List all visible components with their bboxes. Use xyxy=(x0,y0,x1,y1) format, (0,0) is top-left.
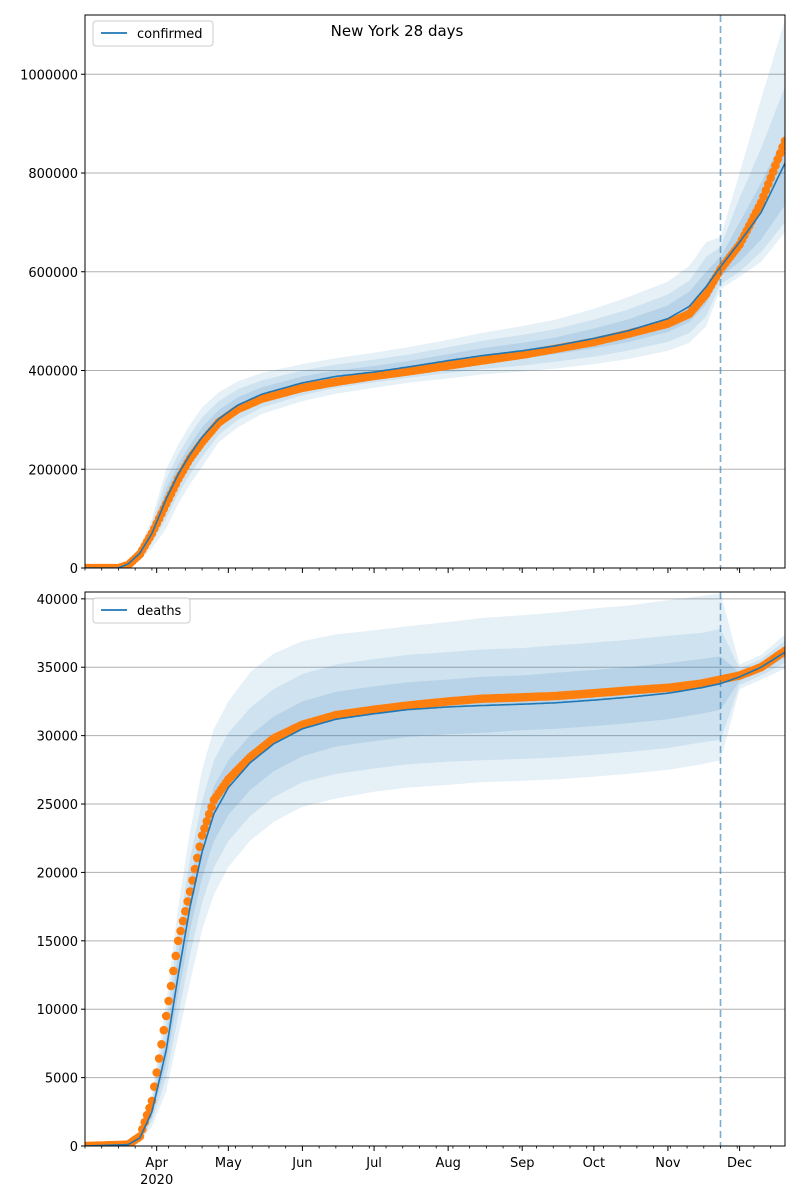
observed-point xyxy=(173,936,183,946)
y-tick-label: 10000 xyxy=(37,1003,78,1018)
prediction-band-middle xyxy=(85,628,785,1146)
y-tick-label: 40000 xyxy=(37,593,78,608)
figure-title: New York 28 days xyxy=(331,22,464,40)
y-tick-label: 25000 xyxy=(37,798,78,813)
y-tick-label: 15000 xyxy=(37,935,78,950)
x-tick-label: Jul xyxy=(365,1156,382,1171)
x-tick-label: May xyxy=(215,1156,242,1171)
observed-point xyxy=(204,809,214,819)
observed-point xyxy=(154,1054,164,1063)
legend-label: deaths xyxy=(137,604,182,619)
observed-point xyxy=(183,897,192,906)
model-line xyxy=(85,162,785,568)
prediction-band-outer xyxy=(85,593,785,1146)
y-tick-label: 35000 xyxy=(37,661,78,676)
legend-box xyxy=(92,597,191,624)
x-tick-label: Nov xyxy=(655,1156,681,1171)
observed-point xyxy=(176,926,185,936)
plot-area xyxy=(85,593,785,1146)
y-tick-label: 0 xyxy=(70,562,78,577)
observed-point xyxy=(780,136,785,146)
observed-point xyxy=(169,966,178,976)
x-tick-label: Apr xyxy=(145,1156,168,1171)
y-tick-label: 200000 xyxy=(28,463,78,478)
observed-point xyxy=(164,996,173,1006)
observed-point xyxy=(202,817,212,826)
legend-box xyxy=(92,20,214,47)
legend-label: confirmed xyxy=(137,27,203,42)
observed-point xyxy=(195,842,204,851)
y-tick-label: 0 xyxy=(70,1140,78,1155)
x-tick-label: Sep xyxy=(510,1156,535,1171)
axes-frame xyxy=(84,591,786,1147)
prediction-band-inner xyxy=(85,646,785,1146)
observed-point xyxy=(778,142,785,152)
x-tick-label: Oct xyxy=(583,1156,605,1171)
legend: confirmed xyxy=(92,20,214,47)
observed-point xyxy=(171,951,181,961)
x-tick-sublabel: 2020 xyxy=(140,1173,173,1188)
observed-point xyxy=(207,802,216,812)
y-tick-label: 30000 xyxy=(37,730,78,745)
observed-point xyxy=(200,824,209,833)
y-tick-label: 400000 xyxy=(28,365,78,380)
observed-point xyxy=(157,1040,166,1049)
y-tick-label: 800000 xyxy=(28,167,78,182)
x-tick-label: Aug xyxy=(435,1156,460,1171)
y-tick-label: 600000 xyxy=(28,266,78,281)
observed-point xyxy=(181,907,190,916)
y-tick-label: 1000000 xyxy=(20,68,78,83)
observed-point xyxy=(178,916,188,926)
y-tick-label: 5000 xyxy=(45,1072,78,1087)
observed-point xyxy=(193,853,202,863)
deaths-chart: 0 5000 10000 15000 20000 25000 30000 35000 40000… xyxy=(37,591,786,1155)
observed-point xyxy=(159,1025,169,1035)
plot-area xyxy=(85,19,785,568)
x-axis-date-labels: Apr 2020 May Jun Jul Aug Sep Oct Nov Dec xyxy=(140,1156,752,1188)
observed-point xyxy=(166,981,176,991)
prediction-band-outer xyxy=(85,19,785,568)
x-tick-label: Dec xyxy=(727,1156,752,1171)
legend: deaths xyxy=(92,597,191,624)
confirmed-chart: 0 200000 400000 600000 800000 1000000 confirme… xyxy=(20,14,786,577)
observed-point xyxy=(161,1011,171,1021)
observed-point xyxy=(152,1068,161,1077)
model-line xyxy=(85,651,785,1146)
axes-frame xyxy=(84,14,786,569)
observed-point xyxy=(197,831,207,840)
y-tick-label: 20000 xyxy=(37,866,78,881)
x-tick-label: Jun xyxy=(291,1156,312,1171)
